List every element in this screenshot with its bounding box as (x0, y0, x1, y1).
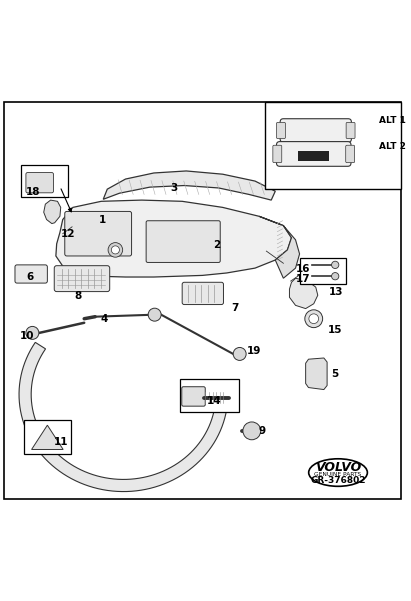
FancyBboxPatch shape (24, 420, 71, 454)
Text: 8: 8 (74, 291, 81, 300)
Text: ALT 1: ALT 1 (379, 116, 405, 125)
Polygon shape (103, 171, 275, 200)
Text: 19: 19 (247, 346, 261, 356)
Text: 9: 9 (259, 426, 266, 436)
FancyBboxPatch shape (182, 282, 224, 305)
Text: 1: 1 (99, 215, 106, 225)
Text: 10: 10 (20, 331, 35, 341)
Text: GENUINE PARTS: GENUINE PARTS (314, 472, 362, 477)
FancyBboxPatch shape (146, 221, 220, 263)
FancyBboxPatch shape (300, 258, 346, 284)
Text: 11: 11 (54, 437, 69, 447)
Circle shape (233, 347, 246, 361)
Text: 14: 14 (206, 396, 221, 406)
Text: 5: 5 (332, 369, 339, 379)
FancyBboxPatch shape (182, 386, 205, 406)
Polygon shape (289, 278, 318, 308)
Text: 16: 16 (296, 264, 310, 274)
Polygon shape (19, 343, 228, 492)
Circle shape (309, 314, 319, 323)
Text: 2: 2 (213, 240, 220, 249)
FancyBboxPatch shape (273, 145, 282, 163)
Circle shape (108, 243, 122, 257)
FancyBboxPatch shape (277, 123, 285, 139)
FancyBboxPatch shape (346, 145, 355, 163)
Text: 15: 15 (328, 325, 342, 335)
Circle shape (148, 308, 161, 321)
Circle shape (332, 261, 339, 269)
Polygon shape (32, 425, 63, 450)
FancyBboxPatch shape (15, 265, 47, 283)
FancyBboxPatch shape (65, 212, 132, 256)
Text: GR-376802: GR-376802 (310, 476, 366, 485)
Circle shape (243, 422, 261, 440)
Polygon shape (56, 200, 291, 277)
FancyBboxPatch shape (346, 123, 355, 139)
Text: ALT 2: ALT 2 (379, 142, 405, 151)
Bar (298, 151, 329, 162)
Text: 6: 6 (26, 272, 33, 282)
Text: VOLVO: VOLVO (315, 461, 361, 474)
Polygon shape (306, 358, 327, 389)
Text: 4: 4 (101, 314, 108, 324)
FancyBboxPatch shape (4, 102, 401, 499)
Polygon shape (259, 216, 300, 278)
FancyBboxPatch shape (54, 266, 110, 291)
Text: 7: 7 (231, 303, 238, 313)
FancyBboxPatch shape (280, 119, 351, 142)
FancyBboxPatch shape (26, 172, 53, 193)
FancyBboxPatch shape (277, 142, 351, 166)
FancyBboxPatch shape (180, 379, 239, 412)
Circle shape (305, 310, 323, 328)
FancyBboxPatch shape (265, 102, 401, 189)
FancyBboxPatch shape (21, 165, 67, 197)
Circle shape (332, 273, 339, 280)
Text: 17: 17 (296, 274, 310, 284)
Text: 12: 12 (61, 229, 75, 239)
Text: 13: 13 (329, 287, 343, 297)
Circle shape (111, 246, 120, 254)
Polygon shape (44, 200, 61, 224)
Text: 3: 3 (171, 183, 178, 193)
Circle shape (26, 326, 39, 340)
Text: 18: 18 (26, 187, 40, 197)
